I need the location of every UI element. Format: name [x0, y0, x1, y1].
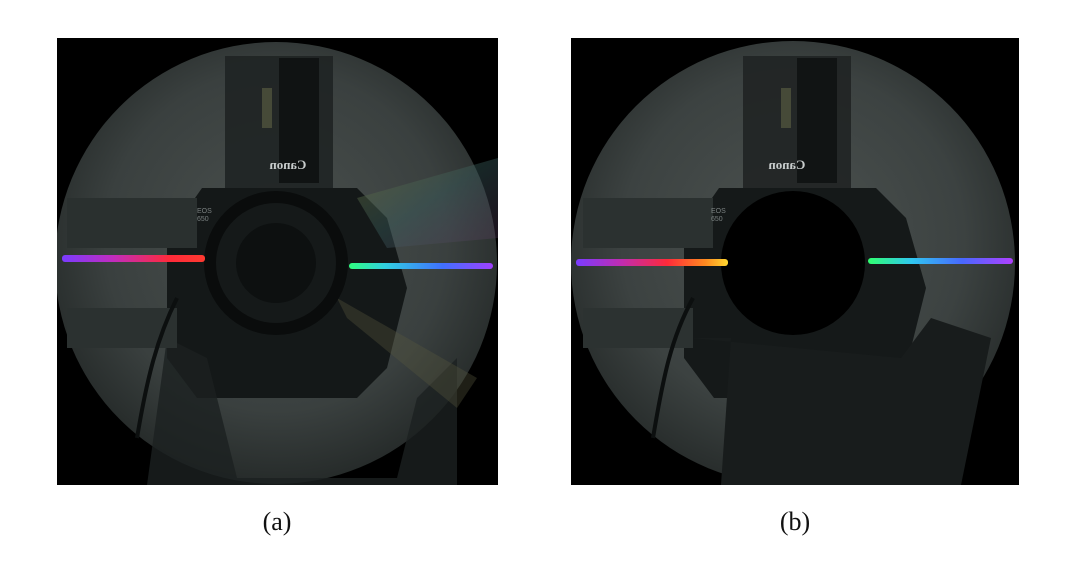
spectrum-beam-right-b	[868, 258, 1013, 264]
cd-photo-a: Canon EOS 650	[57, 38, 498, 485]
svg-text:650: 650	[197, 216, 209, 223]
cd-photo-panel-b: Canon EOS 650	[571, 38, 1019, 485]
cd-photo-panel-a: Canon EOS 650	[57, 38, 498, 485]
caption-a: (a)	[262, 507, 292, 536]
spectrum-beam-right-a	[349, 263, 493, 269]
svg-text:EOS: EOS	[711, 208, 726, 215]
brand-label-a: Canon	[269, 157, 307, 172]
svg-text:650: 650	[711, 216, 723, 223]
disc-hole-b	[721, 191, 865, 335]
cd-photo-b: Canon EOS 650	[571, 38, 1019, 485]
svg-text:EOS: EOS	[197, 208, 212, 215]
spectrum-beam-left-a	[62, 255, 205, 262]
caption-b: (b)	[779, 507, 811, 536]
spectrum-beam-left-b	[576, 259, 728, 266]
brand-label-b: Canon	[768, 157, 806, 172]
